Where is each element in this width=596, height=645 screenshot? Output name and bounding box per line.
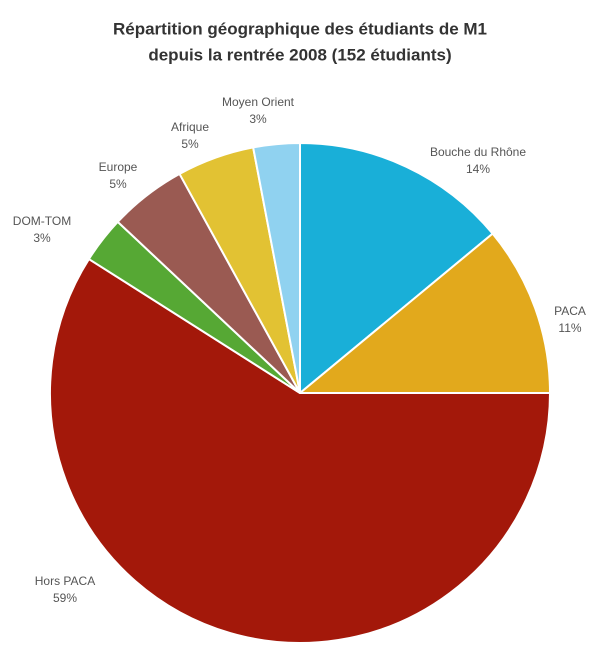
pie-slice: [251, 141, 301, 394]
chart-title: depuis la rentrée 2008 (152 étudiants): [148, 45, 451, 64]
pie-slice: [49, 257, 552, 644]
value-label: 5%: [181, 137, 199, 151]
pie-slice: [299, 141, 495, 396]
chart-title: Répartition géographique des étudiants d…: [113, 19, 487, 38]
slice-label: PACA: [554, 304, 586, 318]
value-label: 11%: [558, 321, 581, 335]
value-label: 59%: [53, 591, 77, 605]
value-label: 3%: [33, 231, 51, 245]
value-label: 3%: [249, 112, 267, 126]
pie-slice: [297, 232, 552, 394]
slice-label: Hors PACA: [35, 574, 95, 588]
value-label: 14%: [466, 162, 490, 176]
slice-label: Moyen Orient: [222, 95, 295, 109]
slice-label: Europe: [99, 160, 138, 174]
slice-label: Bouche du Rhône: [430, 145, 526, 159]
slice-label: Afrique: [171, 120, 209, 134]
slice-label: DOM-TOM: [13, 214, 71, 228]
value-label: 5%: [109, 177, 127, 191]
